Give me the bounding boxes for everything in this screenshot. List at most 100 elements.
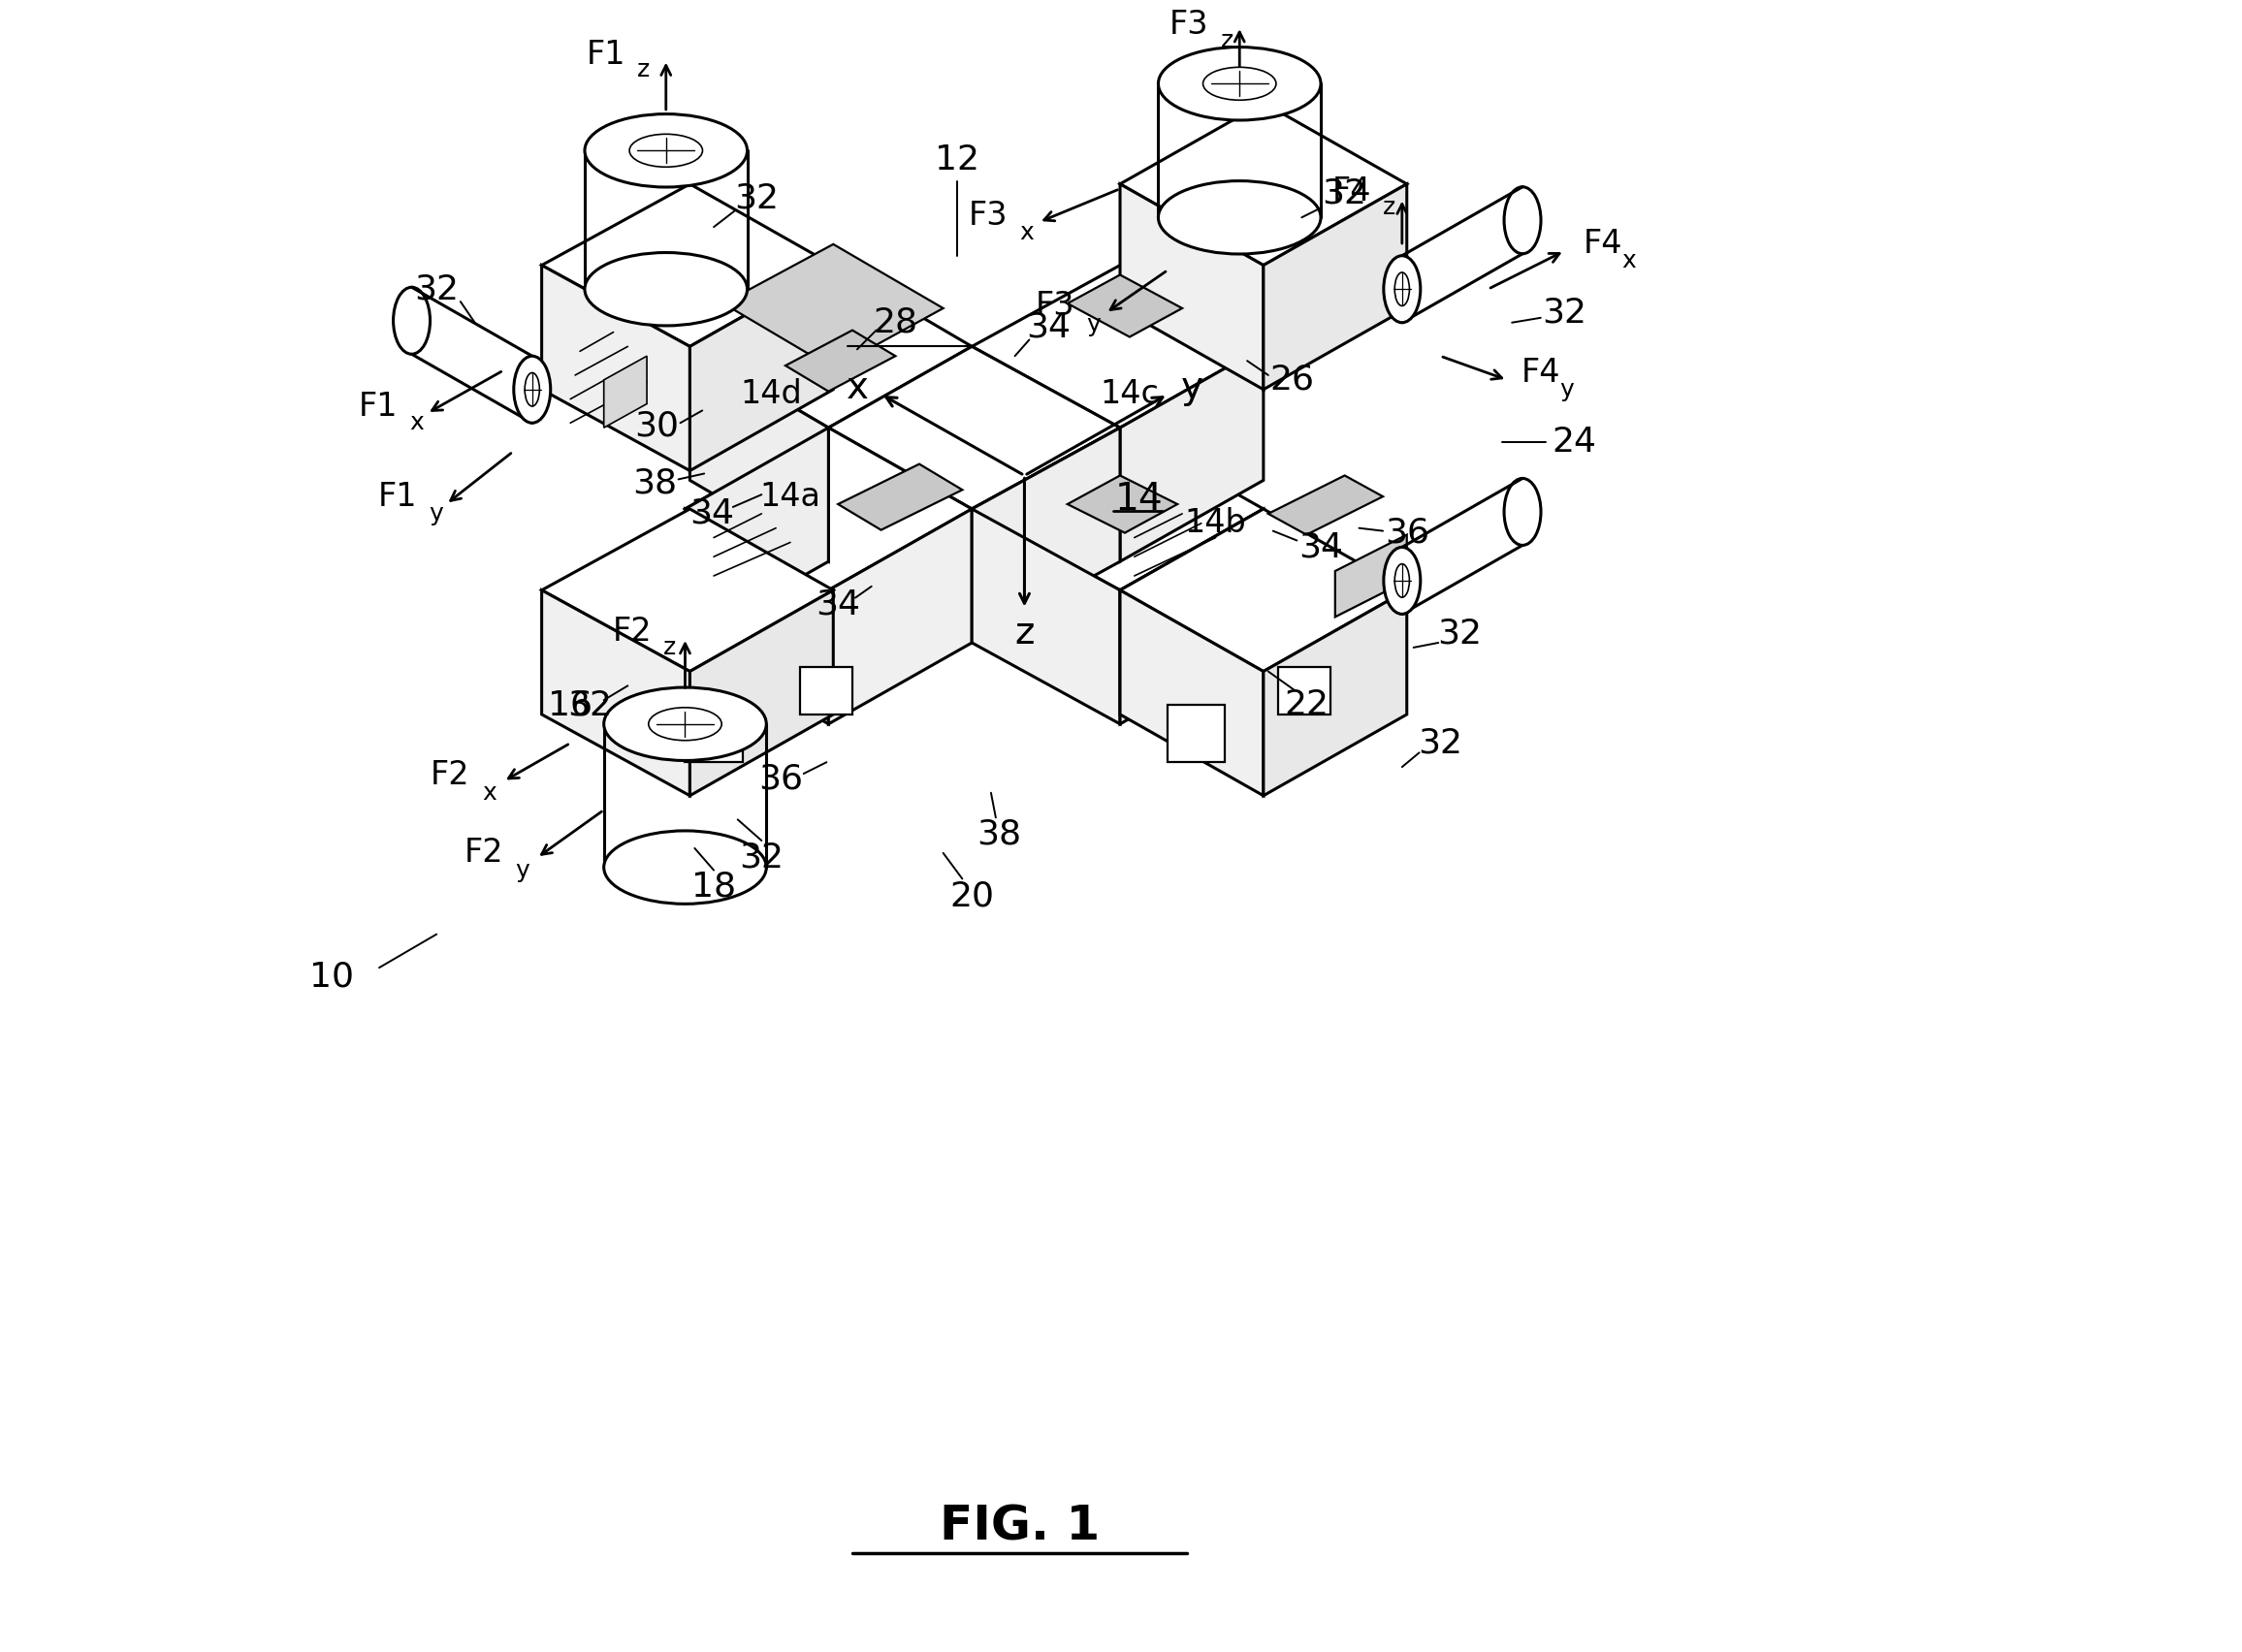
Polygon shape	[603, 357, 648, 428]
Text: 34: 34	[816, 588, 861, 621]
Polygon shape	[1264, 183, 1406, 390]
Polygon shape	[1121, 590, 1264, 796]
Polygon shape	[971, 428, 1121, 643]
Ellipse shape	[603, 831, 767, 904]
Ellipse shape	[513, 357, 552, 423]
Text: 32: 32	[567, 689, 612, 722]
Polygon shape	[686, 428, 830, 643]
Polygon shape	[691, 266, 834, 471]
Ellipse shape	[1159, 182, 1321, 254]
Text: 32: 32	[415, 273, 460, 306]
Text: 28: 28	[872, 306, 917, 339]
Ellipse shape	[1383, 256, 1421, 322]
Ellipse shape	[1395, 563, 1410, 598]
Polygon shape	[1121, 183, 1264, 390]
Ellipse shape	[1204, 68, 1276, 101]
Polygon shape	[785, 330, 895, 392]
Polygon shape	[839, 464, 962, 530]
Text: 34: 34	[691, 497, 733, 530]
Text: 24: 24	[1551, 426, 1596, 459]
Polygon shape	[543, 590, 691, 796]
Text: z: z	[1016, 615, 1034, 651]
Text: 36: 36	[758, 763, 803, 796]
Text: F4: F4	[1583, 228, 1623, 261]
Polygon shape	[830, 509, 971, 724]
Polygon shape	[1168, 705, 1224, 762]
Text: F2: F2	[430, 758, 471, 791]
Text: F2: F2	[612, 615, 652, 648]
Text: y: y	[1087, 312, 1101, 335]
Ellipse shape	[1383, 547, 1421, 615]
Polygon shape	[1121, 509, 1264, 724]
Polygon shape	[830, 347, 1121, 509]
Text: F3: F3	[1170, 8, 1208, 40]
Text: 32: 32	[1437, 616, 1482, 649]
Text: y: y	[516, 859, 529, 882]
Text: 10: 10	[309, 961, 354, 995]
Text: 38: 38	[975, 818, 1020, 851]
Text: z: z	[664, 636, 675, 659]
Text: z: z	[1220, 30, 1233, 53]
Polygon shape	[1121, 102, 1406, 266]
Text: y: y	[1182, 368, 1204, 406]
Polygon shape	[1269, 476, 1383, 535]
Text: FIG. 1: FIG. 1	[939, 1503, 1101, 1550]
Ellipse shape	[1159, 48, 1321, 121]
Text: 32: 32	[1323, 177, 1368, 210]
Polygon shape	[1121, 509, 1406, 671]
Text: 32: 32	[1417, 727, 1462, 760]
Ellipse shape	[392, 287, 430, 354]
Polygon shape	[543, 266, 691, 471]
Text: x: x	[410, 411, 424, 434]
Polygon shape	[1121, 347, 1264, 562]
Ellipse shape	[1504, 187, 1540, 254]
Polygon shape	[686, 428, 971, 590]
Polygon shape	[686, 705, 742, 762]
Text: 34: 34	[1298, 530, 1343, 563]
Text: F1: F1	[587, 40, 626, 71]
Text: x: x	[1621, 249, 1637, 273]
Polygon shape	[1264, 590, 1406, 796]
Text: y: y	[428, 502, 444, 525]
Polygon shape	[691, 347, 830, 562]
Ellipse shape	[1504, 479, 1540, 545]
Text: 36: 36	[1386, 517, 1428, 550]
Polygon shape	[691, 266, 971, 428]
Text: F3: F3	[1036, 291, 1076, 322]
Polygon shape	[724, 244, 944, 368]
Text: 12: 12	[935, 144, 980, 177]
Text: z: z	[637, 58, 650, 81]
Text: 22: 22	[1285, 689, 1330, 722]
Polygon shape	[543, 183, 834, 347]
Polygon shape	[691, 590, 834, 796]
Text: 32: 32	[735, 182, 778, 215]
Polygon shape	[800, 667, 852, 714]
Text: F4: F4	[1522, 357, 1560, 390]
Text: F3: F3	[969, 200, 1009, 231]
Text: 20: 20	[951, 879, 993, 912]
Ellipse shape	[1395, 273, 1410, 306]
Text: y: y	[1560, 378, 1574, 401]
Text: 14a: 14a	[760, 481, 821, 512]
Polygon shape	[543, 509, 834, 671]
Text: 14b: 14b	[1184, 507, 1247, 539]
Text: 18: 18	[691, 871, 735, 904]
Text: 14d: 14d	[740, 378, 803, 410]
Ellipse shape	[525, 373, 540, 406]
Polygon shape	[1278, 667, 1330, 714]
Polygon shape	[971, 509, 1121, 724]
Polygon shape	[1067, 274, 1182, 337]
Text: z: z	[1383, 197, 1397, 220]
Text: x: x	[482, 781, 498, 805]
Ellipse shape	[603, 687, 767, 760]
Text: x: x	[845, 368, 868, 406]
Text: F2: F2	[464, 838, 504, 869]
Polygon shape	[971, 266, 1264, 428]
Polygon shape	[1067, 476, 1177, 534]
Text: 16: 16	[547, 689, 592, 722]
Text: F4: F4	[1332, 175, 1372, 208]
Text: 32: 32	[740, 841, 785, 874]
Text: 26: 26	[1269, 363, 1314, 396]
Text: F1: F1	[359, 390, 399, 423]
Polygon shape	[971, 428, 1264, 590]
